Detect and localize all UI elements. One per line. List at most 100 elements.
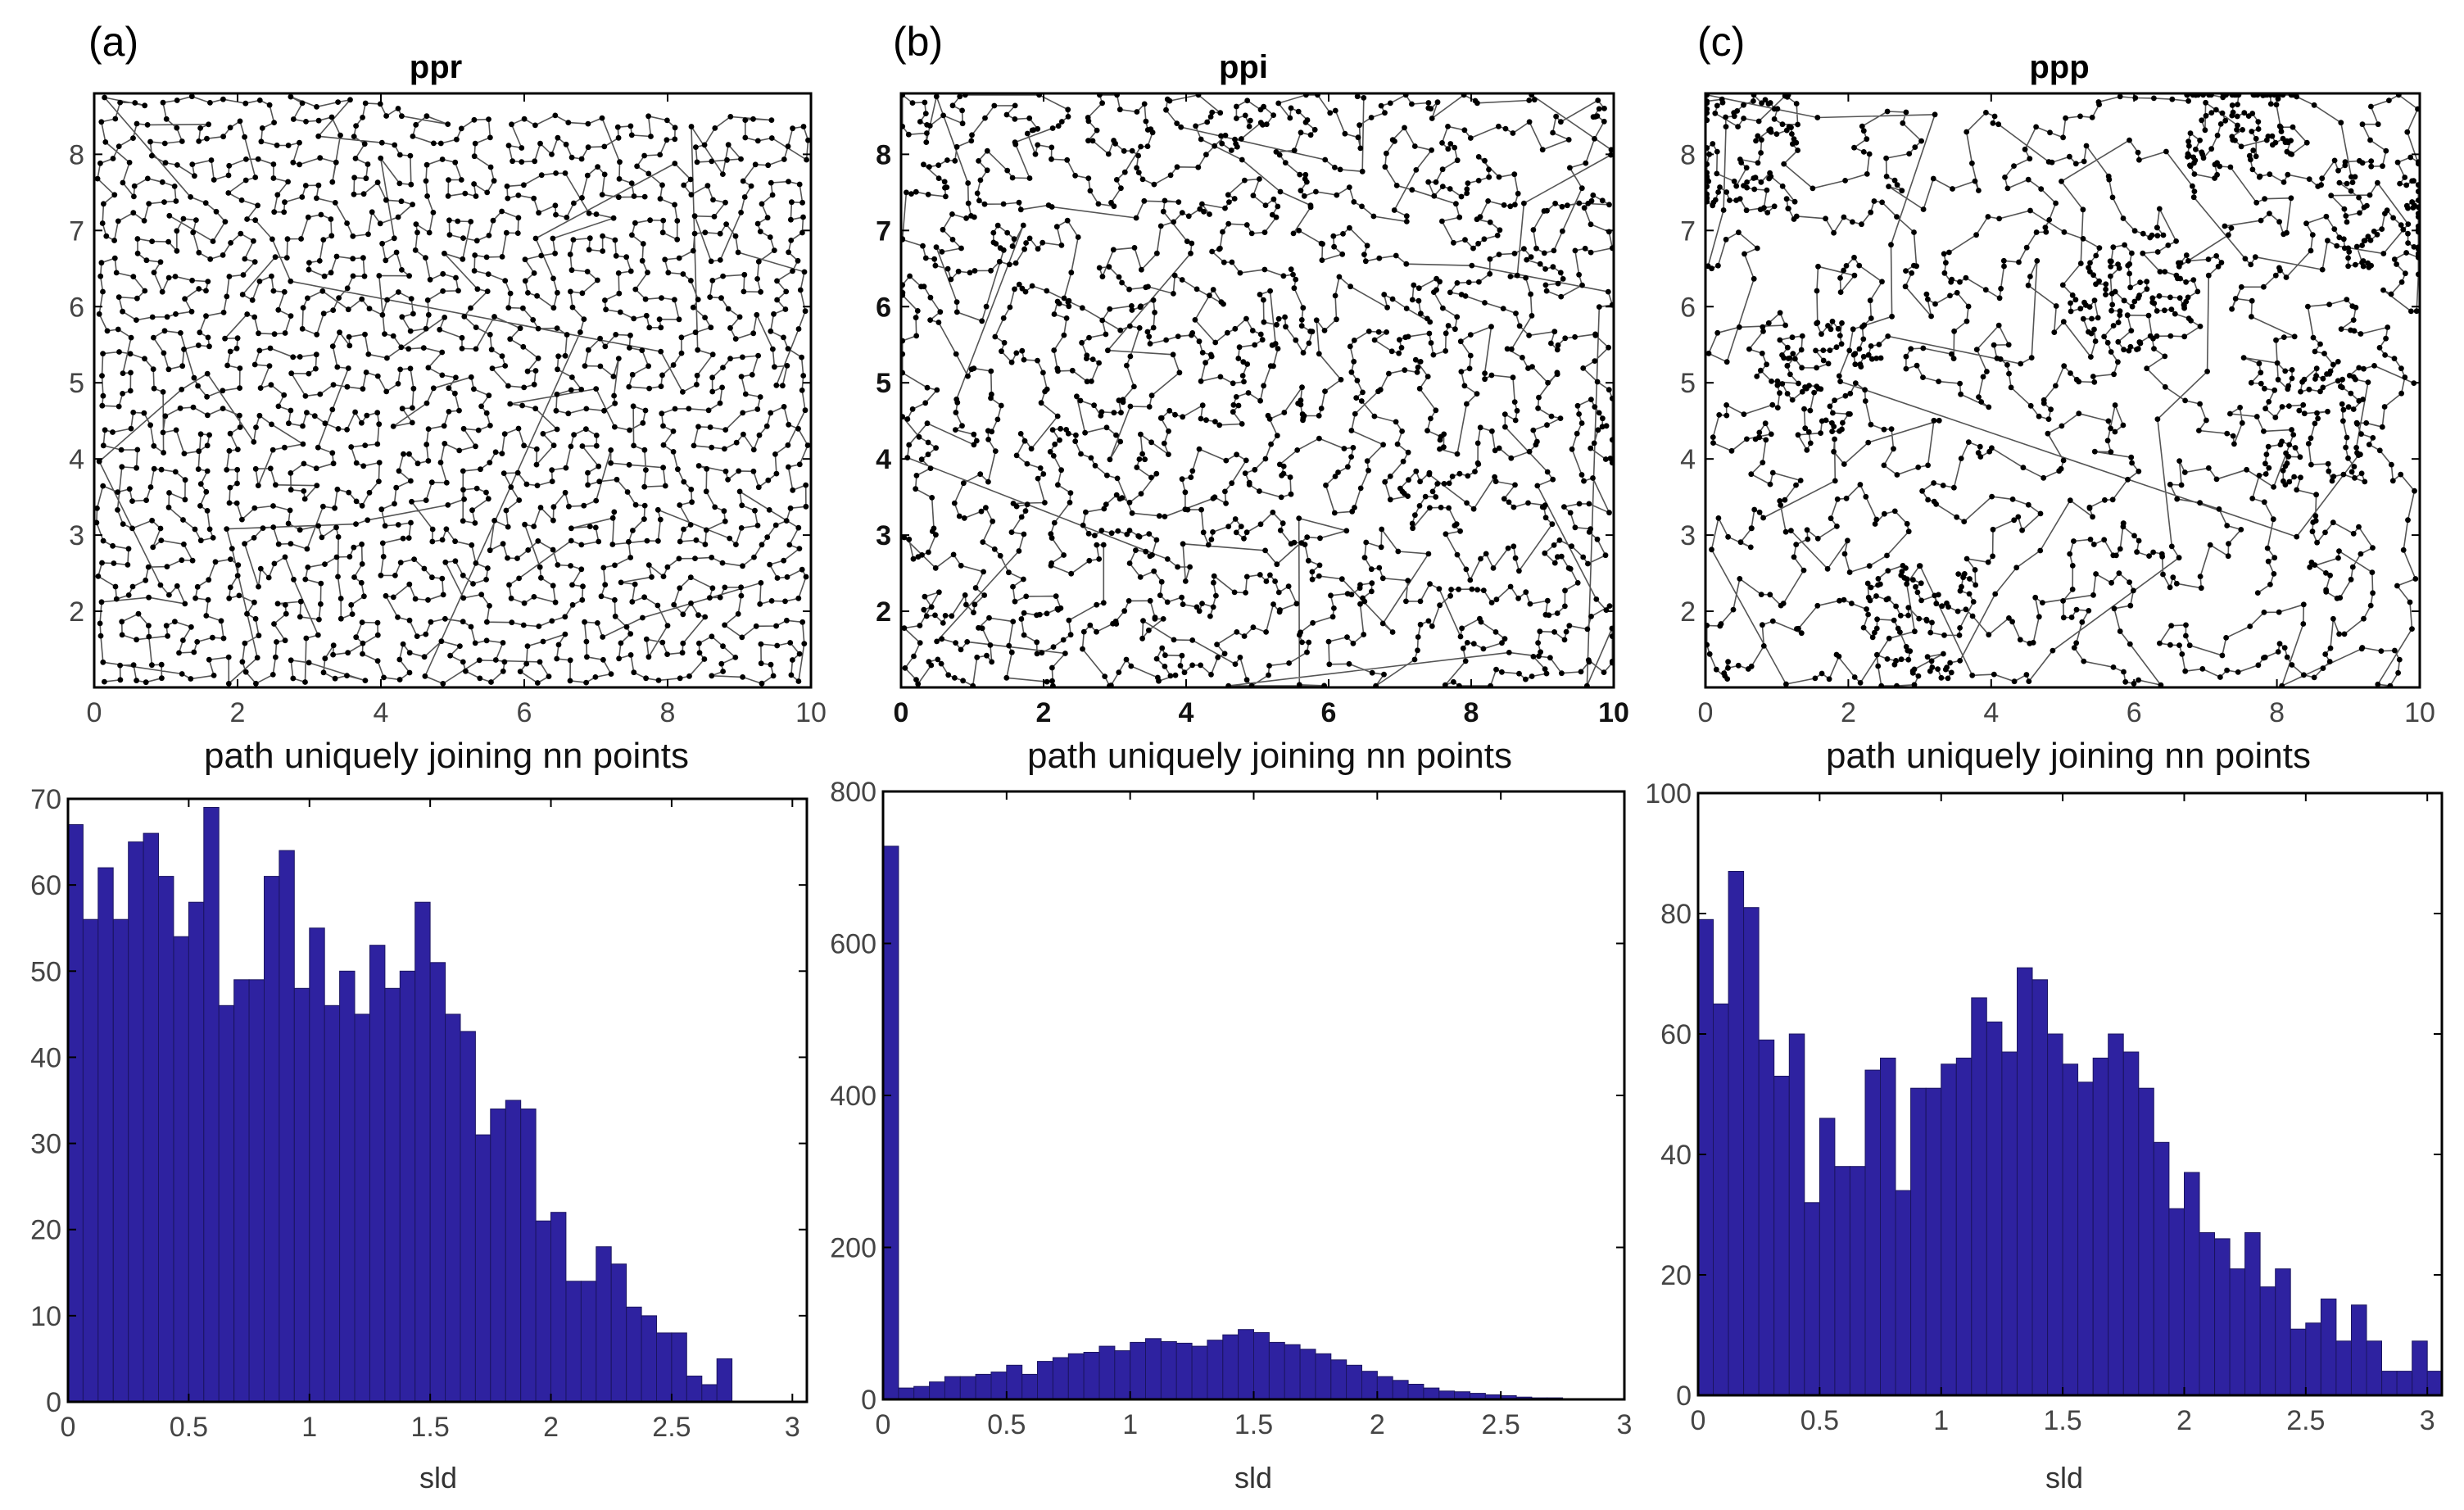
data-point bbox=[1037, 465, 1044, 471]
data-point bbox=[1375, 388, 1381, 395]
data-point bbox=[362, 331, 368, 338]
data-point bbox=[1425, 179, 1432, 185]
data-point bbox=[424, 193, 430, 199]
data-point bbox=[1355, 134, 1361, 141]
data-point bbox=[291, 576, 297, 583]
data-point bbox=[1026, 115, 1033, 121]
data-point bbox=[2124, 312, 2131, 319]
data-point bbox=[534, 680, 541, 686]
data-point bbox=[393, 484, 400, 491]
data-point bbox=[1868, 315, 1874, 321]
data-point bbox=[968, 213, 974, 219]
data-point bbox=[935, 320, 942, 325]
data-point bbox=[1323, 482, 1329, 488]
data-point bbox=[584, 654, 590, 660]
data-point bbox=[2023, 244, 2030, 251]
data-point bbox=[441, 423, 447, 429]
data-point bbox=[1012, 141, 1019, 147]
data-point bbox=[1266, 672, 1271, 678]
data-point bbox=[524, 368, 531, 374]
data-point bbox=[2292, 445, 2299, 451]
data-point bbox=[1501, 202, 1507, 208]
data-point bbox=[1331, 510, 1338, 516]
data-point bbox=[2330, 361, 2336, 368]
data-point bbox=[1203, 360, 1208, 366]
data-point bbox=[328, 233, 335, 239]
data-point bbox=[2181, 302, 2187, 308]
data-point bbox=[378, 155, 384, 161]
data-point bbox=[345, 306, 351, 313]
data-point bbox=[2364, 202, 2370, 209]
data-point bbox=[803, 503, 809, 510]
data-point bbox=[2300, 601, 2307, 608]
histogram-bar bbox=[990, 1372, 1008, 1400]
data-point bbox=[456, 407, 462, 414]
data-point bbox=[1737, 156, 1743, 162]
data-point bbox=[2162, 353, 2168, 360]
data-point bbox=[2038, 186, 2045, 193]
data-point bbox=[2308, 247, 2314, 254]
data-point bbox=[1124, 531, 1130, 537]
data-point bbox=[237, 424, 243, 430]
data-point bbox=[1340, 231, 1346, 237]
data-point bbox=[1941, 251, 1947, 257]
data-point bbox=[1462, 658, 1469, 664]
data-point bbox=[922, 99, 928, 106]
data-point bbox=[1082, 429, 1088, 436]
data-point bbox=[2323, 213, 2330, 220]
data-point bbox=[1544, 207, 1550, 214]
data-point bbox=[366, 489, 373, 496]
data-point bbox=[1569, 446, 1575, 452]
data-point bbox=[2125, 476, 2131, 483]
data-point bbox=[2353, 304, 2359, 311]
data-point bbox=[941, 179, 948, 185]
data-point bbox=[1891, 508, 1898, 515]
data-point bbox=[629, 232, 635, 238]
data-point bbox=[2262, 196, 2268, 202]
data-point bbox=[1606, 510, 1612, 516]
data-point bbox=[523, 481, 530, 487]
data-point bbox=[1357, 582, 1363, 588]
data-point bbox=[272, 254, 279, 261]
data-point bbox=[2409, 199, 2416, 205]
data-point bbox=[904, 416, 911, 422]
data-point bbox=[334, 486, 341, 492]
data-point bbox=[932, 612, 938, 619]
data-point bbox=[1514, 272, 1520, 279]
data-point bbox=[612, 424, 618, 430]
data-point bbox=[927, 317, 933, 323]
data-point bbox=[1756, 434, 1763, 441]
data-point bbox=[1441, 444, 1447, 451]
data-point bbox=[555, 289, 560, 296]
data-point bbox=[953, 427, 958, 433]
data-point bbox=[514, 469, 521, 476]
data-point bbox=[242, 134, 247, 140]
data-point bbox=[2090, 542, 2097, 547]
data-point bbox=[2217, 121, 2224, 127]
data-point bbox=[709, 278, 716, 283]
data-point bbox=[239, 659, 246, 665]
data-point bbox=[704, 183, 711, 189]
data-point bbox=[2286, 442, 2293, 448]
data-point bbox=[1270, 601, 1276, 607]
data-point bbox=[1178, 124, 1184, 130]
data-point bbox=[2116, 570, 2122, 576]
data-point bbox=[1998, 285, 2004, 292]
data-point bbox=[260, 525, 266, 531]
data-point bbox=[2096, 245, 2103, 251]
data-point bbox=[1945, 604, 1951, 610]
data-point bbox=[2303, 139, 2310, 146]
data-point bbox=[1828, 515, 1834, 522]
data-point bbox=[2157, 640, 2163, 646]
data-point bbox=[2093, 571, 2099, 577]
data-point bbox=[1194, 286, 1200, 292]
data-point bbox=[203, 313, 209, 320]
data-point bbox=[948, 276, 954, 283]
data-point bbox=[677, 502, 683, 508]
data-point bbox=[695, 612, 701, 619]
data-point bbox=[1229, 480, 1235, 487]
data-point bbox=[1555, 280, 1561, 287]
data-point bbox=[568, 563, 573, 569]
data-point bbox=[1723, 236, 1729, 243]
data-point bbox=[2090, 514, 2096, 520]
